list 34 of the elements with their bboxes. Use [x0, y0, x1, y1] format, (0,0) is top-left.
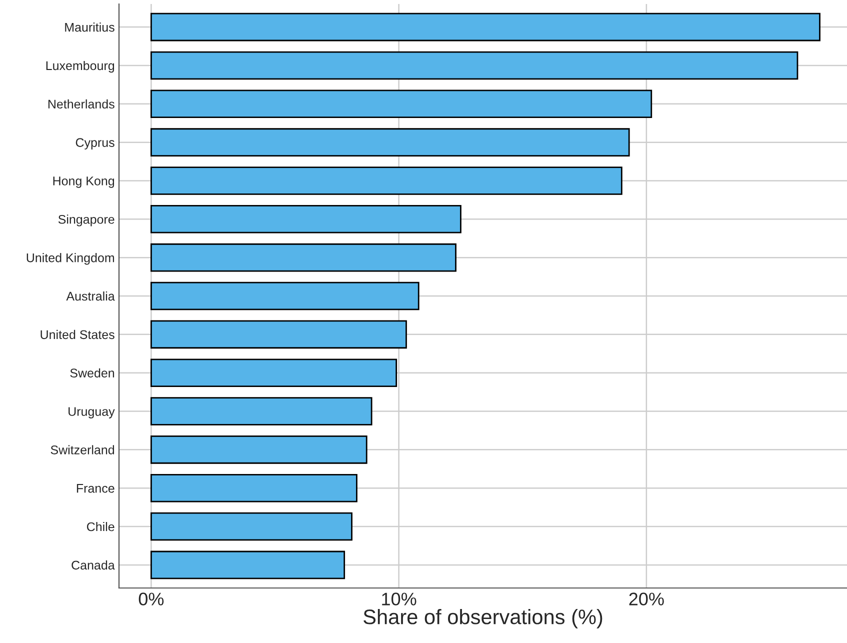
bar — [150, 51, 798, 80]
y-tick-label: Cyprus — [76, 138, 114, 150]
x-tick-label: 10% — [382, 592, 416, 606]
y-tick-label: France — [76, 484, 114, 493]
y-tick-label: Netherlands — [48, 99, 114, 109]
bar — [150, 474, 358, 502]
bar — [150, 166, 622, 195]
bar — [150, 282, 420, 310]
y-tick-label: Canada — [72, 560, 115, 570]
y-tick-label: Switzerland — [50, 445, 114, 454]
y-tick-label: Hong Kong — [53, 176, 114, 188]
y-tick-label: Australia — [66, 291, 115, 301]
bar — [150, 90, 652, 118]
bar — [150, 512, 352, 541]
y-tick-label: Singapore — [58, 214, 114, 226]
bar — [150, 320, 407, 349]
y-tick-label: United Kingdom — [26, 253, 114, 265]
bar — [150, 397, 372, 426]
bar — [150, 358, 398, 387]
y-tick-label: Chile — [86, 522, 114, 532]
bar — [150, 205, 462, 234]
y-tick-label: United States — [40, 330, 114, 340]
bar — [150, 12, 820, 42]
bar — [150, 436, 368, 464]
bar — [150, 128, 630, 156]
x-tick-label: 0% — [138, 592, 164, 606]
y-tick-label: Uruguay — [68, 407, 115, 418]
bar — [150, 550, 346, 580]
bar — [150, 243, 456, 272]
y-tick-label: Luxembourg — [46, 60, 114, 73]
y-tick-label: Sweden — [70, 368, 114, 378]
x-axis-title: Share of observations (%) — [364, 609, 602, 628]
x-tick-label: 20% — [629, 592, 664, 606]
y-tick-label: Mauritius — [65, 22, 114, 32]
